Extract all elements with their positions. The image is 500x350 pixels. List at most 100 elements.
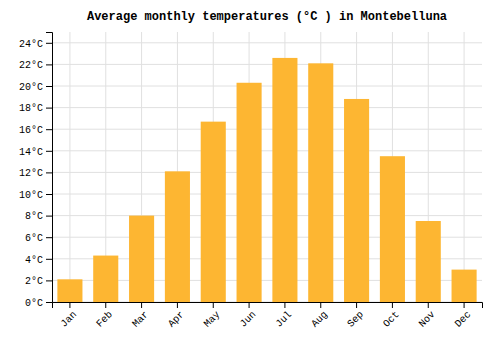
tick-mark xyxy=(46,43,52,44)
grid-line xyxy=(52,194,482,195)
tick-label: 6°C xyxy=(25,233,43,244)
tick-label: 4°C xyxy=(25,255,43,266)
bar xyxy=(201,122,226,302)
tick: Aug xyxy=(309,302,330,330)
tick: 2°C xyxy=(25,276,52,287)
tick: 16°C xyxy=(19,125,52,136)
tick-label: Sep xyxy=(345,309,366,330)
bar xyxy=(129,216,154,302)
tick: Nov xyxy=(417,302,438,330)
bar xyxy=(93,256,118,302)
tick-mark xyxy=(46,151,52,152)
tick: Sep xyxy=(345,302,366,330)
tick-label: 24°C xyxy=(19,39,43,50)
tick-mark xyxy=(46,280,52,281)
tick-label: Apr xyxy=(166,309,187,330)
grid-line xyxy=(52,64,482,65)
tick: 18°C xyxy=(19,103,52,114)
bar xyxy=(165,171,190,302)
tick: 14°C xyxy=(19,147,52,158)
y-axis: 0°C 2°C 4°C 6°C 8°C 10°C 12°C 14°C 16°C 18°C 20°C 2… xyxy=(19,33,53,309)
bar xyxy=(237,83,262,302)
tick-label: Jul xyxy=(274,309,295,330)
bars xyxy=(57,58,476,302)
tick-label: Aug xyxy=(309,309,330,330)
tick-mark xyxy=(46,194,52,195)
tick-mark xyxy=(46,216,52,217)
tick-label: 22°C xyxy=(19,60,43,71)
bar xyxy=(416,221,441,302)
tick-mark xyxy=(428,302,429,308)
bar xyxy=(344,99,369,302)
bar xyxy=(57,279,82,302)
grid-line xyxy=(52,107,482,108)
grid-line xyxy=(52,150,482,151)
tick: Apr xyxy=(166,302,187,330)
tick-mark xyxy=(46,172,52,173)
tick-label: 10°C xyxy=(19,190,43,201)
grid-line xyxy=(52,42,482,43)
tick-label: 2°C xyxy=(25,276,43,287)
bar xyxy=(272,58,297,302)
tick: Mar xyxy=(130,302,151,330)
tick: 12°C xyxy=(19,168,52,179)
tick-mark xyxy=(141,302,142,308)
x-axis: Jan Feb Mar Apr May Jun Jul Aug Sep Oct Nov Dec xyxy=(53,302,483,330)
chart: 0°C 2°C 4°C 6°C 8°C 10°C 12°C 14°C 16°C 18°C 20°C 2… xyxy=(0,0,500,350)
axis-line xyxy=(46,33,53,303)
grid-line xyxy=(464,32,465,302)
tick-label: Jan xyxy=(59,309,80,330)
tick-mark xyxy=(392,302,393,308)
grid-line xyxy=(69,32,70,302)
tick: Dec xyxy=(453,302,474,330)
tick: Jan xyxy=(59,302,80,330)
tick-label: Mar xyxy=(130,309,151,330)
tick-label: 14°C xyxy=(19,147,43,158)
tick-mark xyxy=(249,302,250,308)
tick-mark xyxy=(213,302,214,308)
tick: May xyxy=(202,302,223,330)
tick-label: May xyxy=(202,309,223,330)
tick-mark xyxy=(46,86,52,87)
tick-mark xyxy=(69,302,70,308)
bar xyxy=(452,270,477,302)
tick-label: Oct xyxy=(381,309,402,330)
tick-mark xyxy=(46,237,52,238)
title: Average monthly temperatures (°C ) in Mo… xyxy=(87,10,447,24)
tick-mark xyxy=(46,129,52,130)
tick: 10°C xyxy=(19,190,52,201)
tick-label: 16°C xyxy=(19,125,43,136)
tick-label: Feb xyxy=(94,309,115,330)
bar xyxy=(380,156,405,302)
grid-line xyxy=(52,129,482,130)
tick: 20°C xyxy=(19,82,52,93)
tick-mark xyxy=(284,302,285,308)
tick-label: 20°C xyxy=(19,82,43,93)
tick: 0°C xyxy=(25,298,52,309)
grid-line xyxy=(52,215,482,216)
tick: 4°C xyxy=(25,255,52,266)
tick-label: Dec xyxy=(453,309,474,330)
tick-mark xyxy=(177,302,178,308)
tick-mark xyxy=(46,259,52,260)
tick-label: Jun xyxy=(238,309,259,330)
tick-mark xyxy=(46,302,52,303)
tick: 8°C xyxy=(25,211,52,222)
tick-label: 0°C xyxy=(25,298,43,309)
tick-mark xyxy=(320,302,321,308)
tick-label: 18°C xyxy=(19,103,43,114)
grid xyxy=(52,32,482,302)
bar xyxy=(308,63,333,302)
tick-mark xyxy=(46,108,52,109)
tick-mark xyxy=(46,64,52,65)
tick: 24°C xyxy=(19,39,52,50)
axis-line xyxy=(53,303,483,309)
tick-label: Nov xyxy=(417,309,438,330)
tick-label: 12°C xyxy=(19,168,43,179)
tick: Feb xyxy=(94,302,115,330)
tick: Oct xyxy=(381,302,402,330)
plot: 0°C 2°C 4°C 6°C 8°C 10°C 12°C 14°C 16°C 18°C 20°C 2… xyxy=(19,32,483,330)
tick: 6°C xyxy=(25,233,52,244)
tick-label: 8°C xyxy=(25,211,43,222)
tick: 22°C xyxy=(19,60,52,71)
